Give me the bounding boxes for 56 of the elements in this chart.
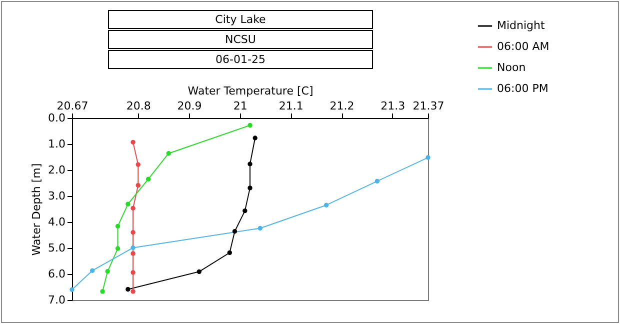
legend-label: 06:00 AM — [497, 40, 550, 53]
point — [115, 224, 120, 228]
point — [248, 162, 252, 166]
point — [130, 206, 136, 211]
point — [136, 162, 140, 167]
point — [70, 287, 74, 292]
x-tick-label: 20.67 — [56, 100, 88, 112]
point — [426, 155, 430, 160]
y-tick-label: 4.0 — [48, 216, 66, 228]
x-tick-label: 21.2 — [330, 100, 354, 112]
y-tick-label: 0.0 — [48, 112, 66, 124]
point — [248, 122, 252, 128]
x-tick-label: 21 — [233, 100, 248, 112]
y-tick-label: 3.0 — [48, 190, 66, 202]
point — [130, 289, 136, 294]
point — [130, 245, 136, 250]
point — [146, 176, 151, 182]
y-tick-label: 2.0 — [48, 164, 66, 176]
x-axis-title: Water Temperature [C] — [188, 84, 314, 98]
point — [100, 289, 105, 294]
point — [130, 140, 136, 145]
x-tick-label: 21.1 — [278, 100, 304, 112]
text: 06-01-25 — [108, 50, 373, 69]
y-axis-title: Water Depth [m] — [30, 163, 44, 256]
x-tick-label: 20.9 — [177, 100, 202, 112]
point — [130, 251, 136, 256]
point — [242, 208, 248, 214]
x-tick-label: 21.37 — [412, 100, 444, 112]
point — [105, 269, 110, 274]
point — [227, 250, 232, 256]
y-tick-label: 6.0 — [48, 268, 66, 280]
point — [130, 230, 136, 235]
point — [130, 270, 136, 275]
point — [166, 151, 171, 156]
y-tick-label: 5.0 — [48, 242, 66, 254]
point — [232, 229, 238, 234]
point — [258, 226, 263, 231]
y-tick-label: 7.0 — [48, 294, 66, 306]
y-tick-label: 1.0 — [48, 138, 66, 150]
point — [196, 269, 202, 274]
legend-label: Noon — [497, 61, 526, 74]
x-tick-label: 21.3 — [380, 100, 406, 112]
point — [90, 268, 95, 273]
x-tick-label: 20.8 — [126, 100, 151, 112]
point — [374, 178, 380, 184]
point — [126, 202, 130, 206]
chart-subtitle: NCSU — [108, 30, 373, 49]
point — [136, 183, 140, 188]
point — [324, 202, 329, 208]
point — [248, 186, 252, 190]
legend-label: 06:00 PM — [497, 82, 548, 95]
point — [252, 136, 258, 140]
legend-label: Midnight — [497, 19, 546, 32]
chart-title: City Lake — [108, 10, 373, 29]
point — [126, 287, 130, 292]
point — [115, 246, 120, 251]
